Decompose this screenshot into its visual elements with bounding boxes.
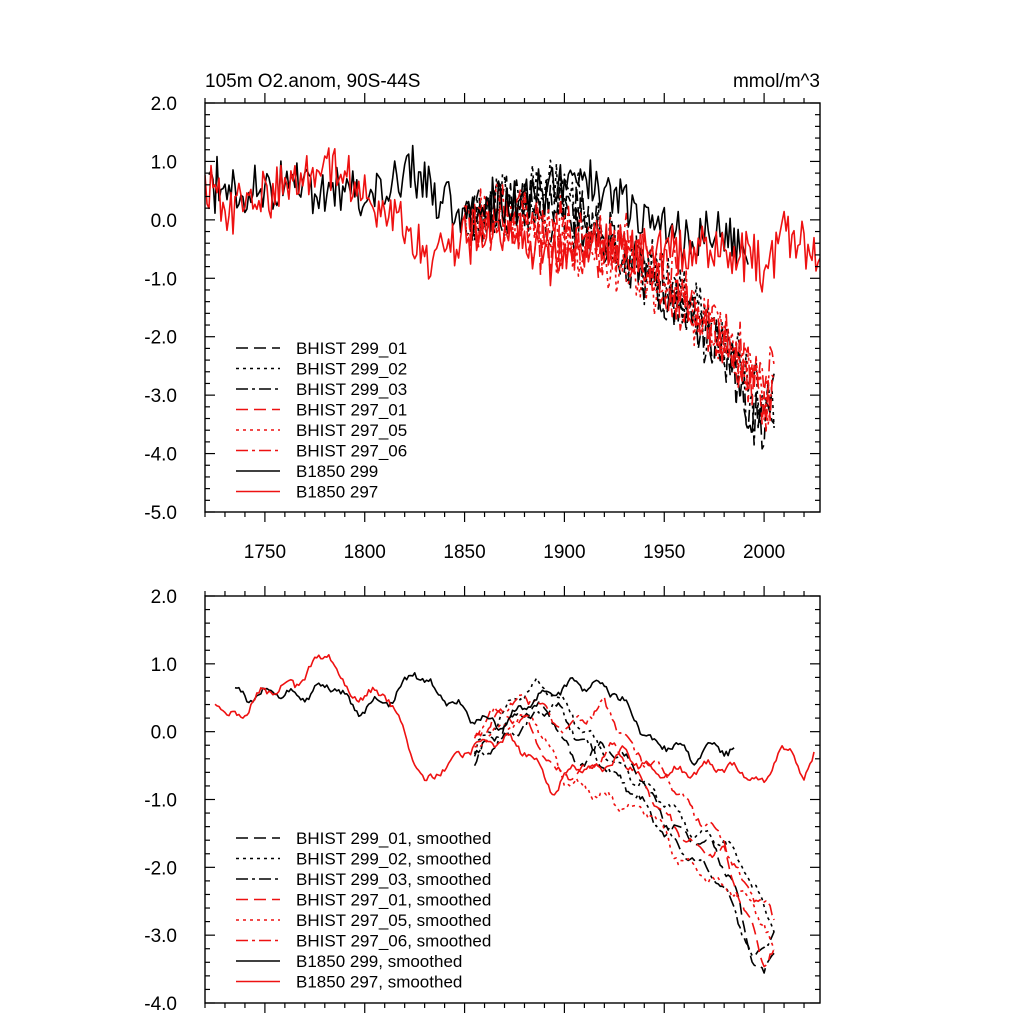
series-line-8 xyxy=(205,147,820,293)
series-line-4 xyxy=(474,709,775,968)
legend-label: BHIST 299_02 xyxy=(296,360,407,379)
series-group xyxy=(205,144,820,450)
y-tick-label: -4.0 xyxy=(144,994,177,1015)
y-tick-label: -1.0 xyxy=(144,791,177,812)
legend-label: BHIST 297_06 xyxy=(296,442,407,461)
legend-label: BHIST 299_03 xyxy=(296,380,407,399)
series-line-2 xyxy=(463,159,775,428)
x-tick-label: 1800 xyxy=(344,542,386,563)
series-line-7 xyxy=(208,144,749,268)
legend-label: B1850 297 xyxy=(296,483,378,502)
x-tick-label: 1950 xyxy=(643,542,685,563)
legend-label: BHIST 299_01, smoothed xyxy=(296,829,491,848)
plot-frame xyxy=(204,102,821,513)
units-label: mmol/m^3 xyxy=(733,71,820,92)
x-tick-label: 1900 xyxy=(543,542,585,563)
y-tick-label: -3.0 xyxy=(144,926,177,947)
y-tick-label: 0.0 xyxy=(151,723,177,744)
legend-label: BHIST 297_01 xyxy=(296,401,407,420)
legend-label: BHIST 297_01, smoothed xyxy=(296,891,491,910)
series-line-2 xyxy=(473,677,775,933)
series-line-5 xyxy=(463,183,775,426)
series-line-1 xyxy=(473,701,775,974)
legend-label: BHIST 297_05 xyxy=(296,421,407,440)
legend-label: B1850 299, smoothed xyxy=(296,952,462,971)
y-tick-label: 1.0 xyxy=(151,152,177,173)
legend-label: BHIST 299_02, smoothed xyxy=(296,850,491,869)
bottom-chart-panel: 2.0 1.0 0.0 -1.0 -2.0 -3.0 -4.0 BHIST 299_01, s… xyxy=(144,586,821,1015)
y-tick-label: -3.0 xyxy=(144,386,177,407)
series-line-8 xyxy=(214,653,815,796)
legend-label: BHIST 299_01 xyxy=(296,339,407,358)
legend-label: BHIST 297_06, smoothed xyxy=(296,932,491,951)
legend-label: BHIST 297_05, smoothed xyxy=(296,911,491,930)
y-tick-label: -5.0 xyxy=(144,503,177,524)
series-line-7 xyxy=(234,671,735,766)
x-tick-label: 1850 xyxy=(443,542,485,563)
y-tick-label: -1.0 xyxy=(144,269,177,290)
x-tick-label: 2000 xyxy=(743,542,785,563)
series-line-5 xyxy=(474,713,775,950)
x-tick-label: 1750 xyxy=(244,542,286,563)
series-group xyxy=(214,653,815,974)
y-tick-label: 0.0 xyxy=(151,211,177,232)
legend-label: B1850 297, smoothed xyxy=(296,973,462,992)
y-tick-label: -2.0 xyxy=(144,858,177,879)
y-tick-label: -2.0 xyxy=(144,328,177,349)
top-chart-panel: 105m O2.anom, 90S-44S mmol/m^3 1750 1800 185… xyxy=(144,71,821,563)
series-line-3 xyxy=(473,702,775,957)
legend: BHIST 299_01, smoothed BHIST 299_02, smoo… xyxy=(236,829,491,992)
legend-label: B1850 299 xyxy=(296,462,378,481)
series-line-6 xyxy=(473,693,775,921)
y-tick-label: 2.0 xyxy=(151,94,177,115)
chart-title: 105m O2.anom, 90S-44S xyxy=(205,71,420,92)
y-tick-label: 2.0 xyxy=(151,587,177,608)
legend-label: BHIST 299_03, smoothed xyxy=(296,870,491,889)
y-tick-label: 1.0 xyxy=(151,655,177,676)
y-tick-label: -4.0 xyxy=(144,445,177,466)
